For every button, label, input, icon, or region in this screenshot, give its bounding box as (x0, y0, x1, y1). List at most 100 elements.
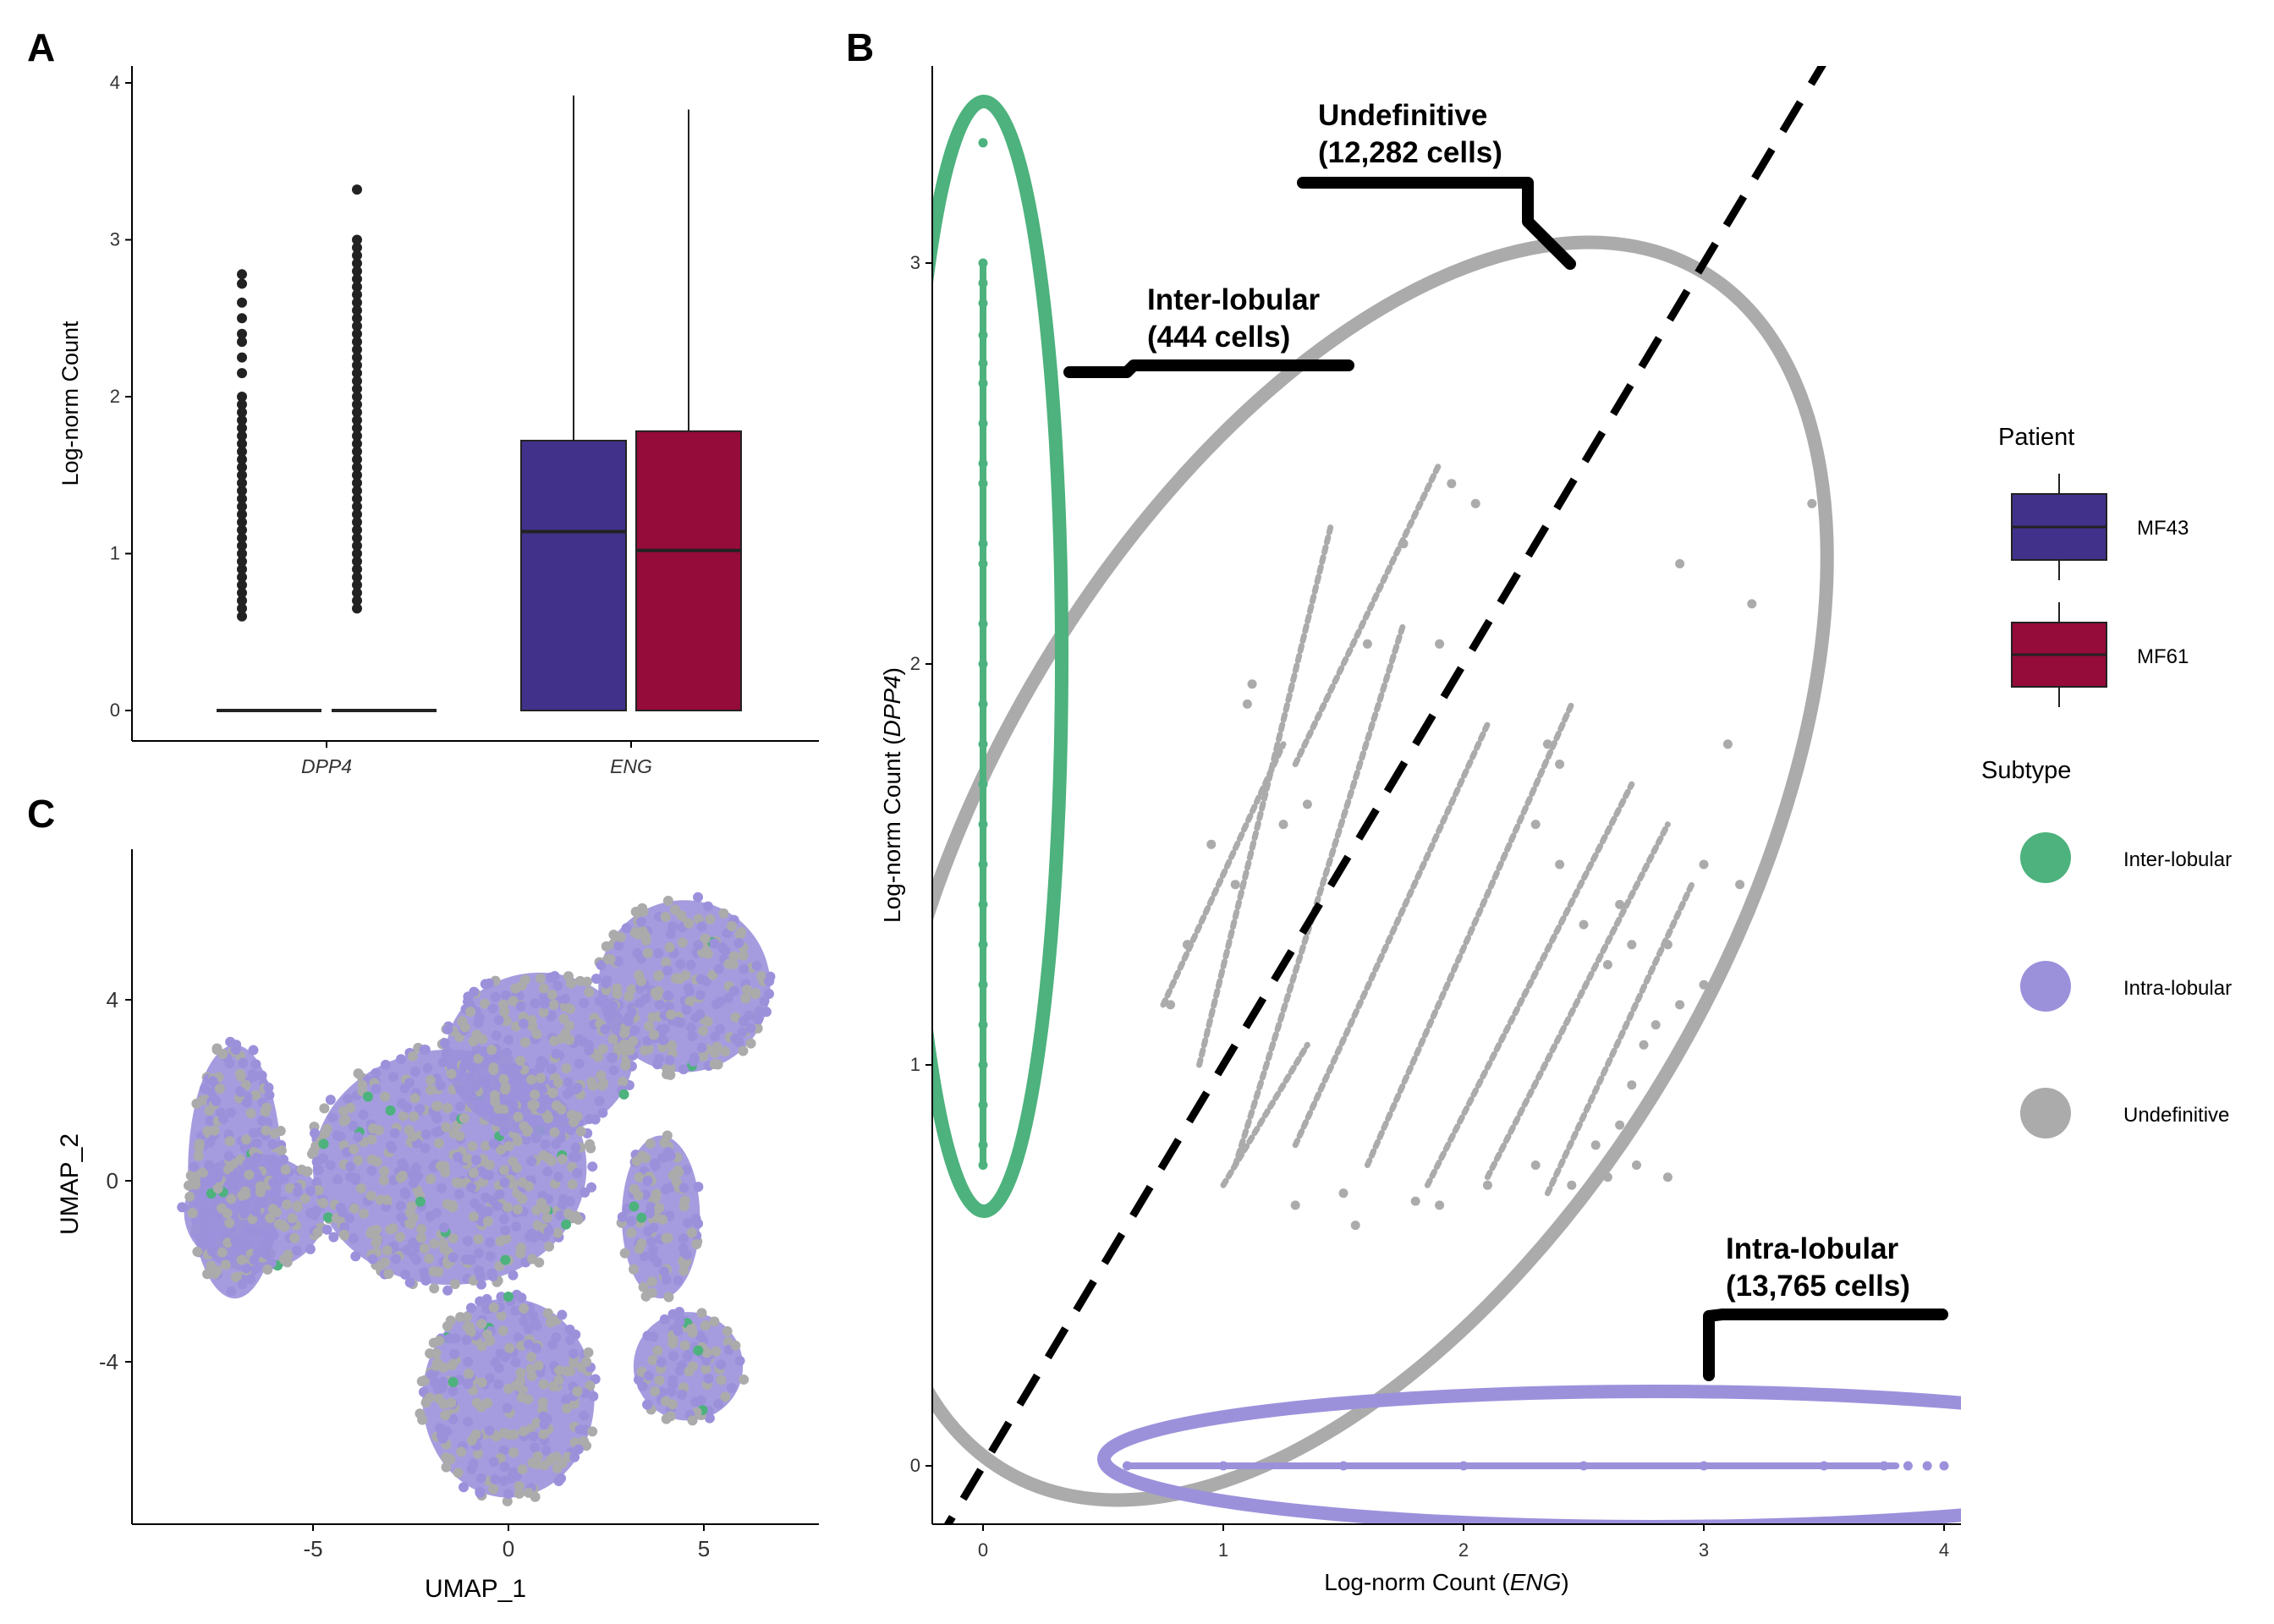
umap-point (470, 1198, 481, 1209)
umap-point (373, 1125, 384, 1136)
umap-point (395, 1200, 406, 1211)
data-point (1555, 760, 1565, 769)
umap-point (230, 1236, 241, 1247)
umap-point (573, 1444, 584, 1455)
umap-point (251, 1138, 262, 1149)
umap-point (508, 1429, 519, 1440)
umap-point (568, 1348, 579, 1359)
umap-point (449, 1279, 460, 1290)
umap-point (574, 1058, 585, 1069)
umap-point (476, 1377, 487, 1388)
umap-point (720, 946, 731, 957)
umap-point (198, 1220, 209, 1231)
umap-point (230, 1045, 241, 1056)
umap-point (563, 1077, 574, 1088)
umap-point (668, 1351, 679, 1362)
umap-point (642, 1330, 653, 1341)
umap-point (519, 1316, 530, 1327)
data-point (978, 979, 988, 990)
umap-point (508, 1270, 519, 1281)
umap-point (639, 1251, 650, 1262)
umap-point (560, 1394, 571, 1405)
umap-point (415, 1232, 426, 1243)
umap-point (750, 989, 761, 1000)
umap-point (268, 1177, 279, 1188)
data-point (978, 458, 988, 469)
umap-point (536, 1073, 547, 1084)
box-outlier-point (352, 532, 362, 543)
umap-point (553, 1476, 564, 1487)
umap-point (500, 1352, 511, 1363)
box-outlier-point (352, 321, 362, 332)
umap-point (425, 1210, 436, 1221)
umap-point (523, 1324, 534, 1335)
data-point (1602, 960, 1612, 969)
umap-point (230, 1272, 241, 1283)
box-outlier-point (352, 501, 362, 512)
umap-point (734, 930, 745, 941)
umap-point (404, 1125, 415, 1136)
umap-point (311, 1204, 322, 1215)
umap-point (279, 1221, 290, 1232)
box-outlier-point (237, 509, 247, 520)
umap-point (587, 1426, 598, 1437)
umap-point (511, 1070, 522, 1081)
umap-point (551, 1048, 562, 1059)
umap-point (531, 1204, 542, 1215)
legend-undefinitive-swatch (2020, 1088, 2071, 1138)
umap-point (637, 925, 648, 936)
umap-point (660, 911, 671, 922)
umap-point (437, 1056, 448, 1067)
umap-point (698, 1025, 709, 1036)
umap-point (480, 998, 491, 1009)
series-intra-lobular (1122, 1461, 1949, 1471)
umap-point (220, 1259, 231, 1270)
umap-point (650, 1385, 661, 1396)
umap-point (662, 965, 673, 976)
umap-point (252, 1199, 263, 1210)
umap-point (659, 1314, 670, 1325)
umap-point (653, 969, 664, 980)
data-point (1675, 559, 1685, 568)
umap-point (531, 1458, 542, 1469)
umap-point (445, 1315, 456, 1326)
umap-point (470, 1155, 481, 1166)
umap-point (503, 1140, 514, 1151)
umap-point (420, 1045, 431, 1056)
umap-point (448, 1202, 459, 1213)
data-point (1590, 1140, 1601, 1150)
umap-point (486, 1045, 497, 1056)
umap-point (493, 1379, 504, 1390)
umap-point (584, 987, 595, 998)
umap-point (327, 1112, 338, 1123)
umap-point (541, 1110, 552, 1121)
umap-point (702, 1016, 713, 1027)
umap-point (552, 980, 563, 991)
umap-point (734, 1355, 745, 1366)
umap-point (488, 1065, 499, 1076)
umap-point (647, 1244, 658, 1255)
umap-point (618, 1076, 629, 1087)
umap-point (673, 1017, 684, 1028)
umap-point (217, 1048, 228, 1059)
data-point (978, 258, 988, 268)
umap-point (519, 1037, 530, 1048)
umap-point (552, 1227, 563, 1238)
umap-point (664, 1055, 675, 1066)
box-outlier-point (237, 579, 247, 590)
umap-cluster (415, 1289, 601, 1506)
umap-point (476, 1319, 487, 1330)
data-point (1735, 880, 1745, 890)
umap-point (761, 1007, 772, 1018)
box-outlier-point (237, 297, 247, 308)
umap-point (382, 1245, 393, 1256)
a-x-tick-label: ENG (610, 755, 652, 777)
umap-point (619, 1043, 630, 1054)
umap-point (485, 1251, 496, 1262)
umap-point (429, 1238, 440, 1249)
umap-point (261, 1102, 272, 1113)
umap-point (745, 1038, 756, 1049)
data-point (1230, 880, 1240, 890)
umap-point (252, 1248, 263, 1259)
umap-point (515, 1001, 526, 1012)
